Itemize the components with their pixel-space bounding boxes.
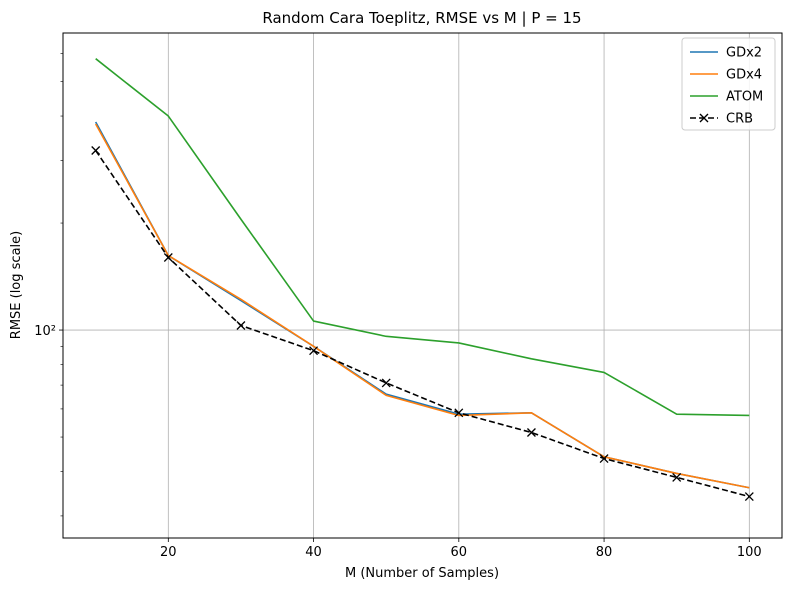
series-line-atom (95, 58, 750, 417)
y-tick-label: 10² (34, 324, 56, 339)
legend-label: GDx2 (726, 46, 762, 61)
y-axis-label: RMSE (log scale) (9, 231, 24, 339)
data-point-crb (163, 253, 173, 262)
data-point-crb (672, 472, 682, 482)
series-line-gdx4 (94, 123, 750, 489)
legend-item-atom: ATOM (690, 90, 763, 105)
data-point-crb (236, 321, 246, 330)
legend-label: CRB (726, 112, 753, 127)
data-point-crb (381, 378, 391, 388)
legend-item-gdx4: GDx4 (690, 68, 762, 83)
legend-label: ATOM (726, 90, 763, 105)
x-tick-label: 60 (451, 545, 468, 560)
x-tick-label: 40 (305, 545, 322, 560)
data-point-crb (744, 492, 754, 502)
x-tick-label: 20 (160, 545, 177, 560)
data-point-crb (454, 408, 464, 418)
data-point-crb (309, 346, 319, 356)
x-tick-label: 80 (596, 545, 613, 560)
plot-area-frame (62, 32, 783, 539)
data-point-crb (91, 146, 101, 155)
data-point-crb (526, 428, 536, 437)
legend-label: GDx4 (726, 68, 762, 83)
plot-series (91, 58, 754, 502)
legend-box (681, 37, 776, 131)
axis-ticks: 20 40 60 80 100 10² (34, 53, 762, 560)
series-line-crb (95, 150, 750, 498)
series-line-gdx2 (94, 121, 750, 489)
legend-item-gdx2: GDx2 (690, 46, 762, 61)
chart-legend: GDx2 GDx4 ATOM CRB (681, 37, 776, 131)
data-point-crb (599, 454, 609, 464)
x-tick-label: 100 (737, 545, 762, 560)
chart-title: Random Cara Toeplitz, RMSE vs M | P = 15 (262, 9, 581, 27)
legend-item-crb: CRB (690, 112, 753, 127)
grid-lines (63, 33, 782, 538)
x-axis-label: M (Number of Samples) (345, 566, 499, 581)
